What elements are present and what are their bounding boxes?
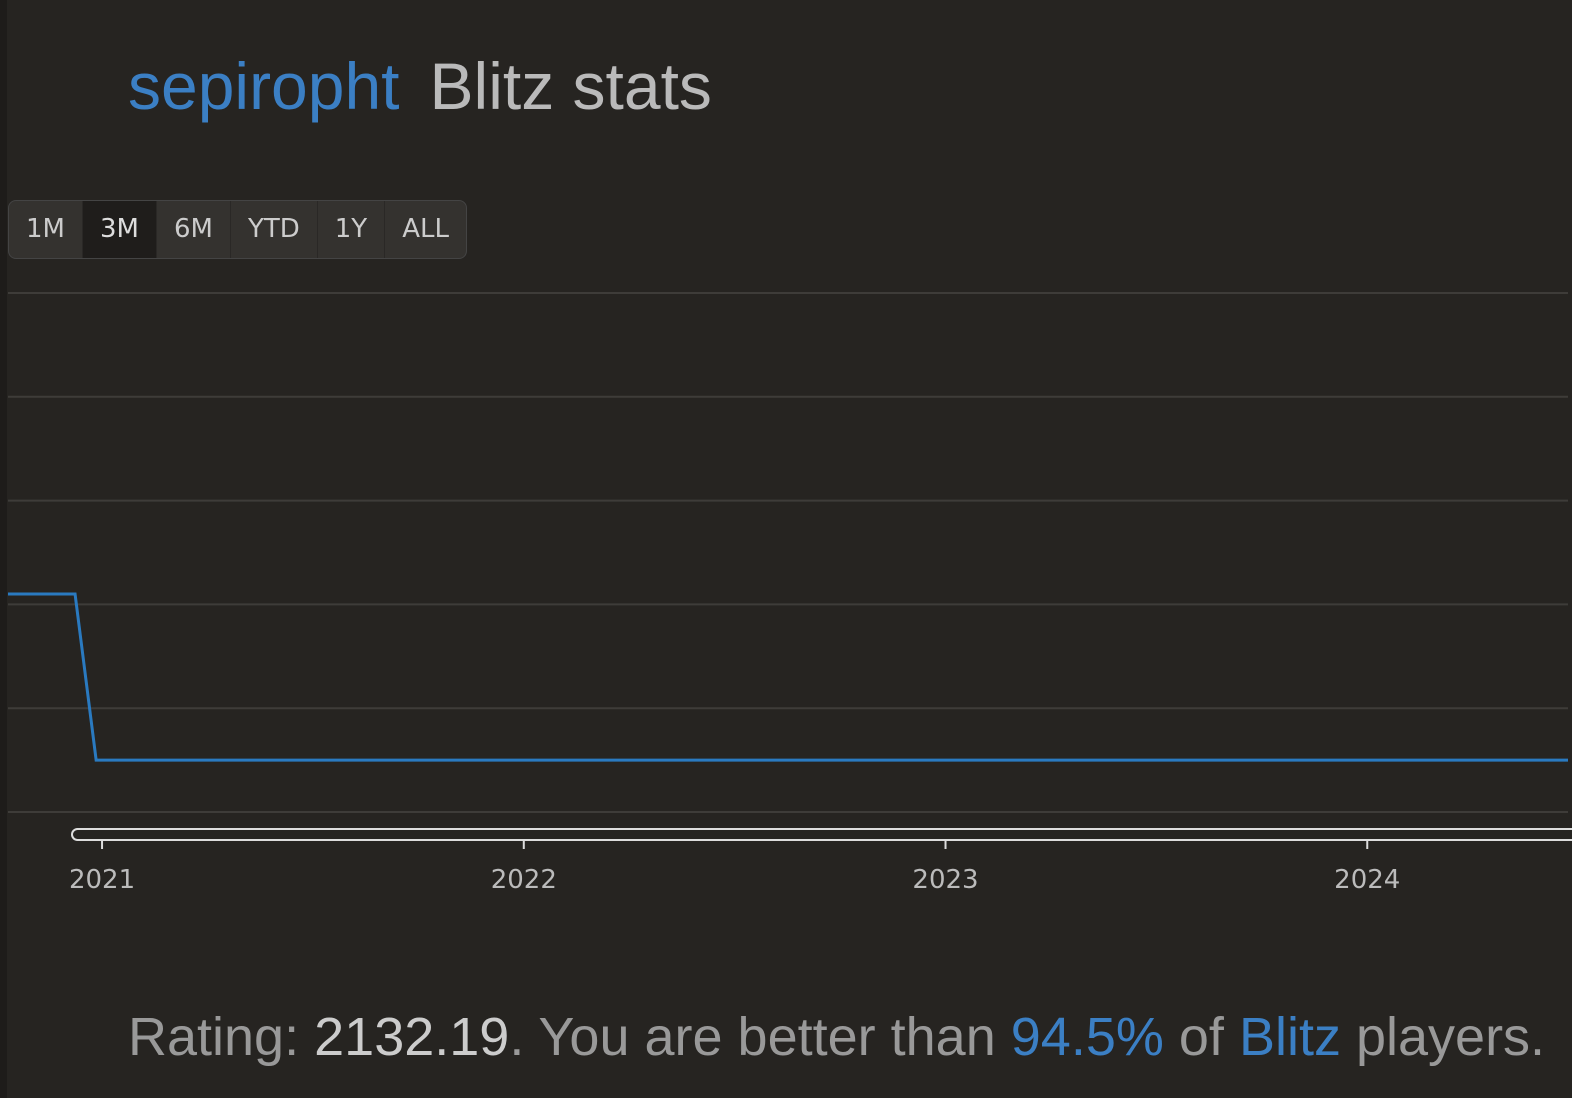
x-tick-label: 2022 xyxy=(491,865,557,895)
rating-label: Rating: xyxy=(128,1007,300,1067)
range-button[interactable]: 1Y xyxy=(318,201,386,258)
percentile: 94.5% xyxy=(1010,1007,1164,1067)
rating-summary: Rating: 2132.19. You are better than 94.… xyxy=(128,1006,1545,1068)
x-tick-label: 2021 xyxy=(69,865,135,895)
x-tick-label: 2024 xyxy=(1334,865,1400,895)
text: of xyxy=(1178,1007,1224,1067)
username[interactable]: sepiropht xyxy=(128,49,400,123)
page-title: sepiropht Blitz stats xyxy=(128,48,712,124)
x-tick-label: 2023 xyxy=(912,865,978,895)
rating-line xyxy=(8,592,1568,762)
title: Blitz stats xyxy=(429,49,712,123)
sidebar-edge xyxy=(0,0,7,1098)
rating: 2132.19 xyxy=(314,1007,510,1067)
range-button[interactable]: YTD xyxy=(231,201,318,258)
variant[interactable]: Blitz xyxy=(1238,1007,1341,1067)
range-button[interactable]: 3M xyxy=(82,201,157,258)
navigator-scrollbar[interactable] xyxy=(71,828,1572,841)
range-button[interactable]: 6M xyxy=(157,201,231,258)
range-selector: 1M 3M 6M YTD 1Y ALL xyxy=(8,200,467,259)
text: . You are better than xyxy=(509,1007,996,1067)
text: players. xyxy=(1355,1007,1546,1067)
range-button[interactable]: 1M xyxy=(9,201,83,258)
range-button[interactable]: ALL xyxy=(402,214,449,244)
